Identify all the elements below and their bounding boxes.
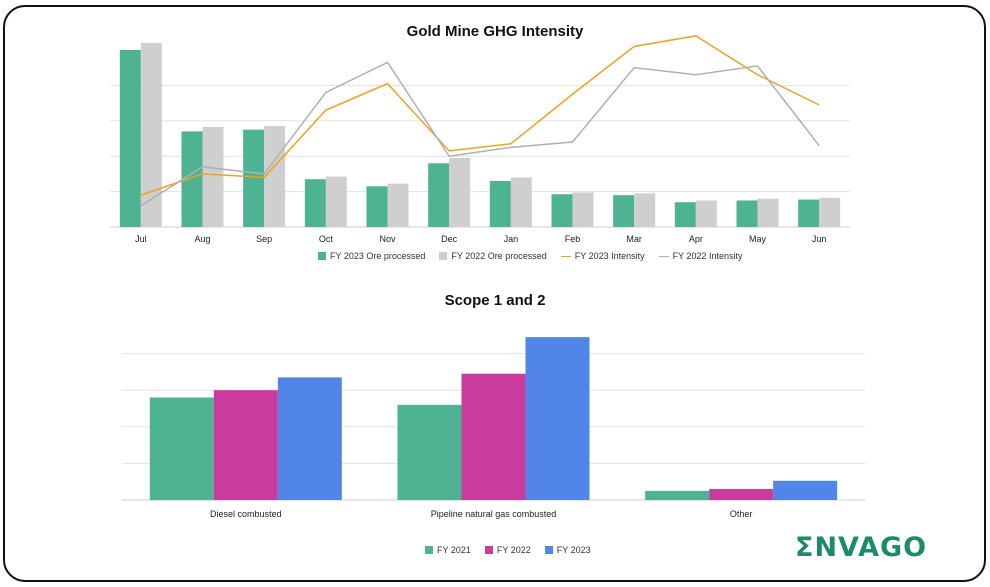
- bar-fy2023-ore-apr: [674, 202, 696, 227]
- bar-fy2023-pipeline-natural-gas-combusted: [525, 337, 590, 500]
- bar-fy2023-ore-nov: [366, 186, 388, 227]
- bar-fy2022-ore-may: [757, 198, 779, 227]
- x-tick-feb: Feb: [565, 234, 581, 244]
- bar-fy2022-ore-aug: [202, 126, 224, 227]
- bar-fy2021-diesel-combusted: [149, 397, 214, 500]
- chart-title-scope: Scope 1 and 2: [444, 292, 546, 309]
- bar-fy2022-ore-jul: [140, 42, 162, 227]
- bar-fy2023-diesel-combusted: [277, 377, 342, 500]
- legend-label-fy2022: FY 2022: [496, 545, 531, 555]
- x-tick-mar: Mar: [626, 234, 642, 244]
- bar-fy2023-ore-jun: [798, 199, 820, 227]
- legend-label-fy2023-ore: FY 2023 Ore processed: [330, 251, 426, 261]
- bar-fy2022-ore-jan: [510, 177, 532, 227]
- bar-fy2022-ore-sep: [264, 126, 286, 227]
- legend-swatch-fy2023: [544, 546, 553, 554]
- legend-label-fy2023: FY 2023: [556, 545, 591, 555]
- line-fy2022-intensity: [140, 61, 820, 207]
- chart-title-ghg-intensity: Gold Mine GHG Intensity: [406, 23, 584, 40]
- x-tick-jun: Jun: [812, 234, 827, 244]
- bar-fy2022-ore-feb: [572, 192, 594, 227]
- x-tick-dec: Dec: [441, 234, 458, 244]
- x-tick-may: May: [749, 234, 767, 244]
- bar-fy2022-ore-apr: [695, 200, 717, 227]
- bar-fy2022-ore-jun: [819, 197, 841, 227]
- legend-swatch-fy2022-ore: [439, 252, 448, 260]
- legend-line-fy2023-intensity: [560, 255, 571, 257]
- legend-item-fy2021: FY 2021: [425, 545, 471, 555]
- bar-fy2021-pipeline-natural-gas-combusted: [397, 404, 462, 500]
- x-tick-nov: Nov: [379, 234, 396, 244]
- legend-swatch-fy2023-ore: [318, 252, 326, 260]
- bar-fy2022-ore-nov: [387, 183, 409, 227]
- bar-fy2023-ore-may: [736, 200, 758, 227]
- legend-swatch-fy2022: [484, 546, 493, 554]
- x-tick-aug: Aug: [194, 234, 210, 244]
- legend-label-fy2022-ore: FY 2022 Ore processed: [451, 251, 547, 261]
- bar-fy2023-ore-feb: [551, 194, 573, 227]
- bar-fy2023-ore-jul: [119, 50, 141, 227]
- bar-fy2022-ore-dec: [449, 157, 471, 227]
- bar-fy2023-ore-jan: [489, 180, 511, 227]
- bar-fy2022-pipeline-natural-gas-combusted: [461, 373, 526, 500]
- legend-item-fy2023-ore: FY 2023 Ore processed: [318, 251, 425, 261]
- bar-fy2023-ore-sep: [243, 129, 265, 227]
- x-tick-apr: Apr: [689, 234, 703, 244]
- bar-fy2023-ore-oct: [304, 179, 326, 227]
- legend-line-fy2022-intensity: [658, 255, 669, 257]
- legend-item-fy2022-ore: FY 2022 Ore processed: [439, 251, 547, 261]
- legend-swatch-fy2021: [425, 546, 433, 554]
- bar-fy2022-ore-mar: [634, 193, 656, 227]
- x-tick-sep: Sep: [256, 234, 272, 244]
- bar-fy2023-other: [773, 480, 838, 500]
- bar-fy2022-other: [709, 489, 774, 500]
- bar-fy2021-other: [645, 490, 710, 500]
- bar-fy2022-ore-oct: [325, 176, 347, 227]
- legend-item-fy2023: FY 2023: [544, 545, 591, 555]
- envago-logo: ΣNVAGO: [795, 532, 928, 563]
- legend-item-fy2022: FY 2022: [484, 545, 531, 555]
- x-tick-pipeline-natural-gas-combusted: Pipeline natural gas combusted: [431, 509, 557, 519]
- bar-fy2023-ore-mar: [613, 195, 635, 227]
- x-tick-jan: Jan: [504, 234, 519, 244]
- legend-item-fy2023-intensity: FY 2023 Intensity: [560, 251, 645, 261]
- scope-legend: FY 2021 FY 2022 FY 2023: [425, 545, 591, 555]
- x-tick-diesel-combusted: Diesel combusted: [210, 509, 282, 519]
- ghg-legend: FY 2023 Ore processed FY 2022 Ore proces…: [318, 251, 743, 261]
- bar-fy2023-ore-aug: [181, 131, 203, 227]
- x-tick-other: Other: [730, 509, 753, 519]
- x-tick-jul: Jul: [135, 234, 147, 244]
- bar-fy2023-ore-dec: [428, 163, 450, 227]
- legend-item-fy2022-intensity: FY 2022 Intensity: [658, 251, 743, 261]
- legend-label-fy2023-intensity: FY 2023 Intensity: [574, 251, 645, 261]
- x-tick-oct: Oct: [319, 234, 334, 244]
- line-fy2023-intensity: [140, 35, 820, 196]
- legend-label-fy2021: FY 2021: [437, 545, 471, 555]
- bar-fy2022-diesel-combusted: [213, 390, 278, 500]
- legend-label-fy2022-intensity: FY 2022 Intensity: [672, 251, 743, 261]
